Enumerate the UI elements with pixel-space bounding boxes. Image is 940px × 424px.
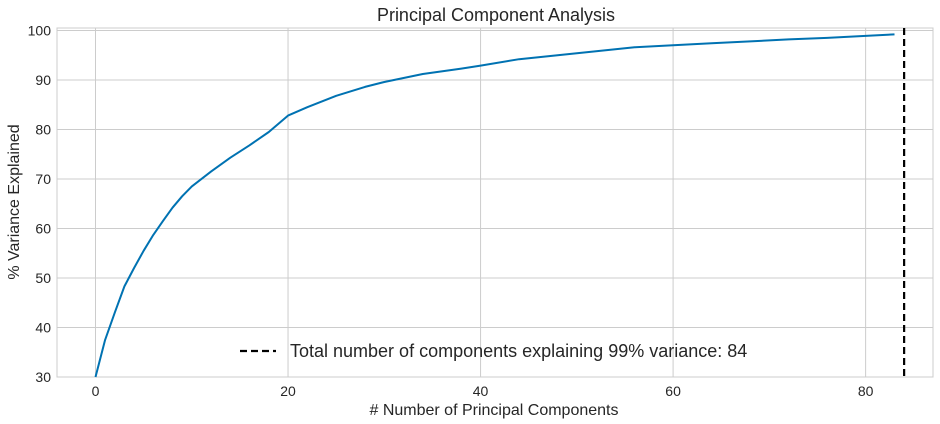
plot-area (56, 27, 934, 378)
chart-title: Principal Component Analysis (377, 5, 615, 25)
y-tick-label: 100 (28, 22, 52, 38)
series-group (94, 33, 895, 378)
y-tick-label: 80 (35, 121, 51, 137)
x-tick-label: 40 (473, 383, 489, 399)
x-tick-labels: 0 20 40 60 80 (92, 383, 874, 399)
legend: Total number of components explaining 99… (240, 341, 747, 361)
y-tick-label: 30 (35, 369, 51, 385)
y-tick-label: 70 (35, 171, 51, 187)
y-tick-label: 60 (35, 220, 51, 236)
y-tick-label: 50 (35, 270, 51, 286)
y-axis-title: % Variance Explained (6, 124, 23, 279)
x-axis-title: # Number of Principal Components (369, 402, 618, 419)
y-tick-label: 40 (35, 319, 51, 335)
x-tick-label: 60 (665, 383, 681, 399)
x-tick-label: 80 (858, 383, 874, 399)
y-tick-label: 90 (35, 72, 51, 88)
variance-line (94, 33, 895, 378)
legend-label: Total number of components explaining 99… (290, 341, 747, 361)
y-tick-labels: 30 40 50 60 70 80 90 100 (28, 22, 52, 385)
x-tick-label: 0 (92, 383, 100, 399)
x-tick-label: 20 (280, 383, 296, 399)
